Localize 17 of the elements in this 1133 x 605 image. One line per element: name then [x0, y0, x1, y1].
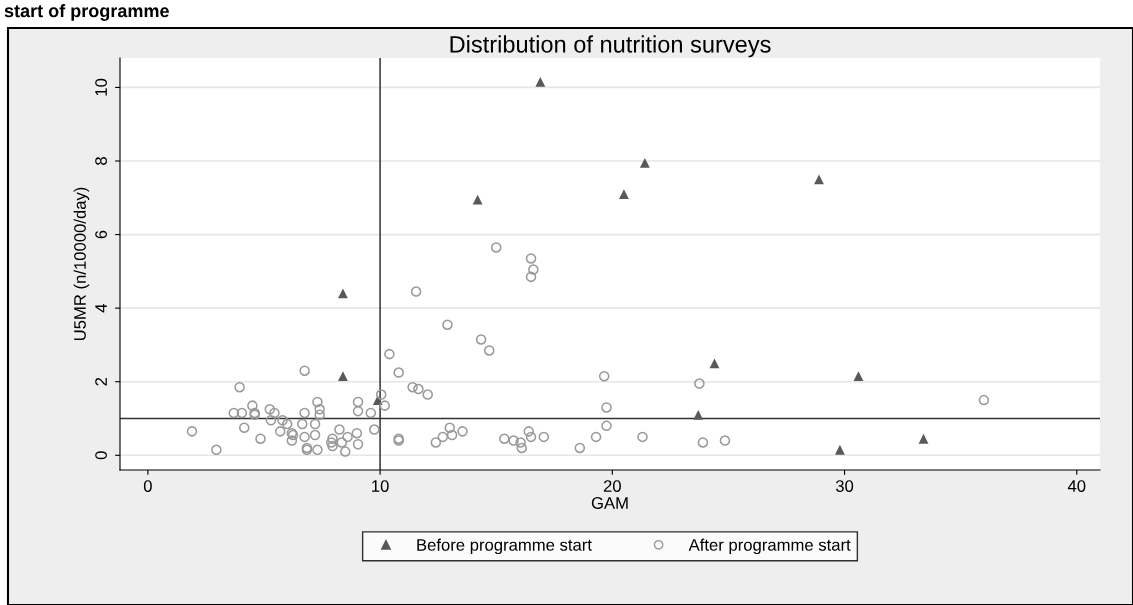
y-tick-label: 10: [95, 78, 107, 96]
y-tick-label: 4: [95, 304, 107, 313]
chart-title: Distribution of nutrition surveys: [450, 35, 771, 58]
x-tick-label: 0: [143, 480, 152, 492]
y-tick-label: 2: [95, 377, 107, 386]
x-tick-label: 40: [1067, 480, 1086, 492]
legend-label: After programme start: [688, 538, 851, 555]
y-tick-label: 8: [95, 157, 107, 165]
x-tick-label: 20: [603, 480, 621, 492]
x-tick-label: 30: [835, 480, 854, 492]
x-axis-title: GAM: [591, 497, 628, 509]
y-tick-label: 6: [95, 230, 107, 239]
y-axis-title: U5MR (n/10000/day): [73, 187, 90, 341]
legend-label: Before programme start: [417, 538, 592, 555]
text: start of programme: [4, 4, 169, 21]
y-tick-label: 0: [95, 451, 107, 460]
x-tick-label: 10: [372, 480, 389, 492]
